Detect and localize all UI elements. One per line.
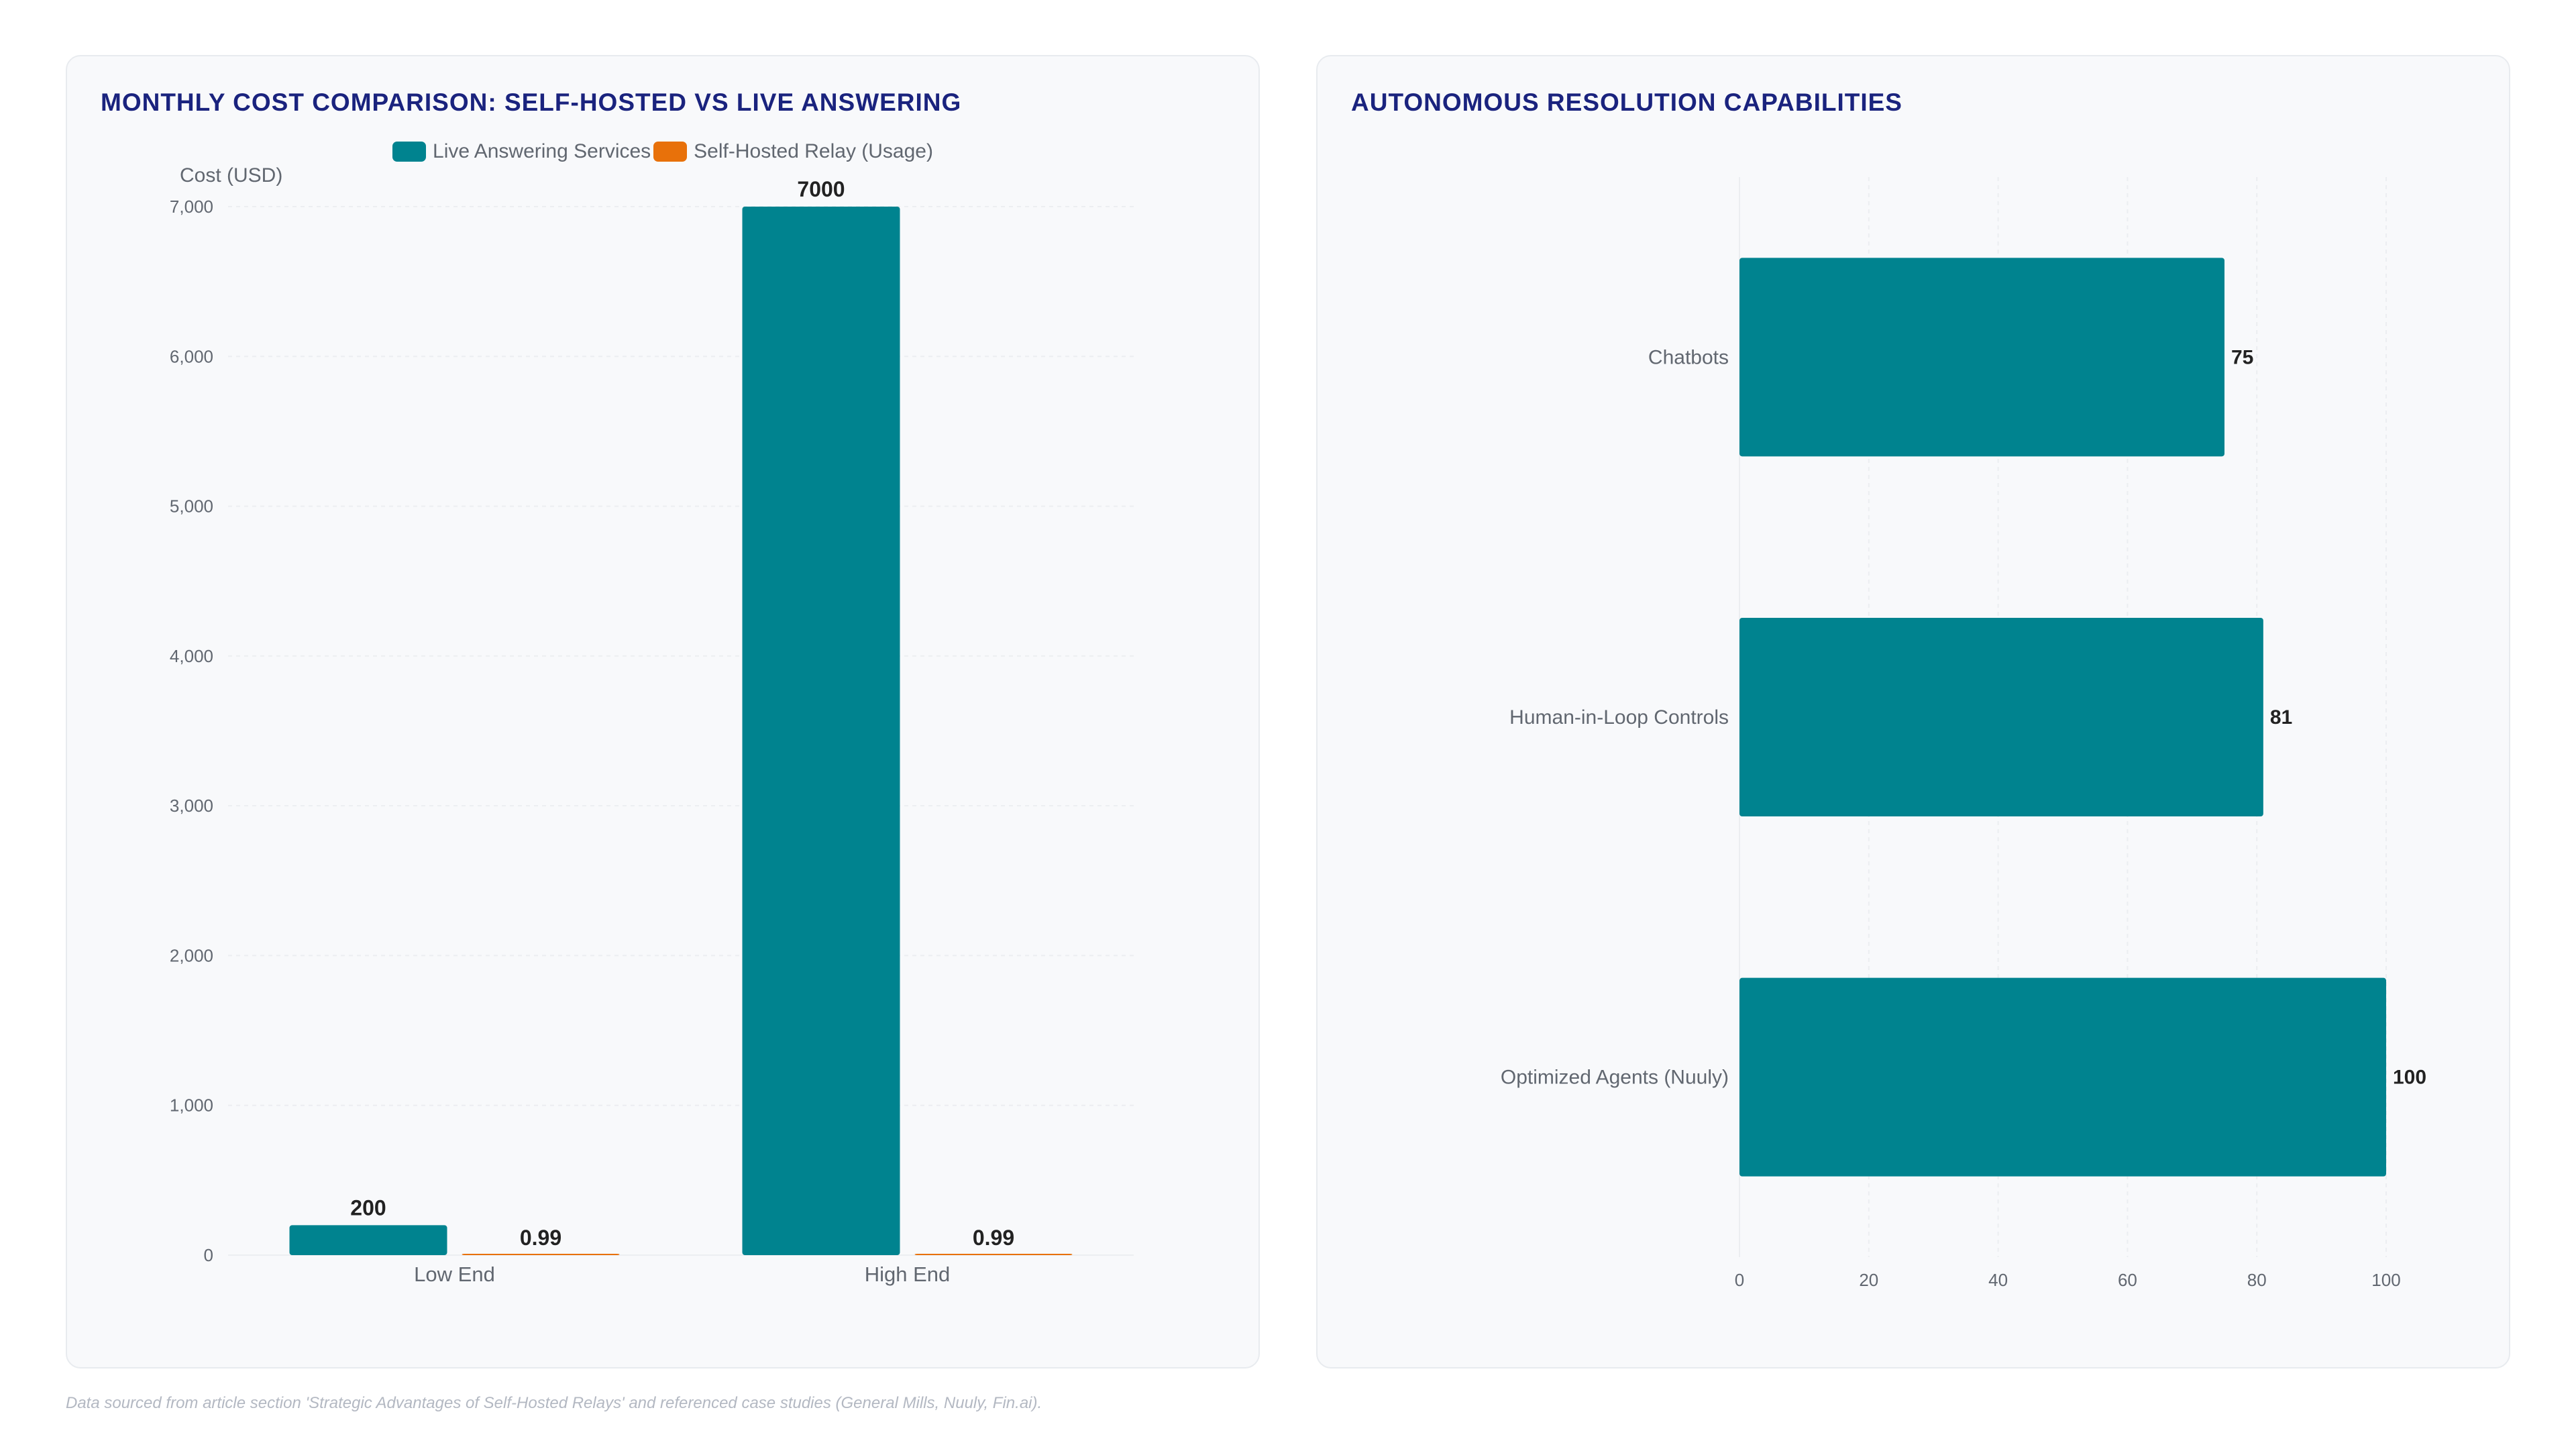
y-tick-label: 6,000 — [170, 346, 213, 366]
legend-item-self-hosted[interactable]: Self-Hosted Relay (Usage) — [653, 140, 933, 163]
bar-self-hosted — [914, 1254, 1073, 1255]
bar-live — [289, 1225, 447, 1255]
resolution-capabilities-card: AUTONOMOUS RESOLUTION CAPABILITIES 0 20 40… — [1316, 55, 2510, 1368]
cost-chart-legend: Live Answering Services Self-Hosted Rela… — [67, 140, 1258, 163]
x-tick-label: 0 — [1735, 1270, 1744, 1290]
resolution-bar-chart: 0 20 40 60 80 100 Chatbots 75 Human-in-Loop Cont… — [1501, 177, 2426, 1290]
y-axis-label: Cost (USD) — [180, 164, 282, 186]
y-tick-label: Human-in-Loop Controls — [1509, 706, 1729, 729]
y-tick-label: Chatbots — [1648, 346, 1729, 368]
bar-capability — [1739, 618, 2263, 816]
data-label: 81 — [2270, 706, 2292, 729]
data-label: 0.99 — [520, 1226, 561, 1250]
y-tick-label: 0 — [204, 1245, 213, 1265]
cost-comparison-card: MONTHLY COST COMPARISON: SELF-HOSTED VS … — [66, 55, 1260, 1368]
y-tick-label: 5,000 — [170, 496, 213, 517]
data-label: 0.99 — [973, 1226, 1014, 1250]
legend-label-live: Live Answering Services — [433, 140, 651, 162]
legend-swatch-live — [392, 142, 427, 162]
x-tick-label: 80 — [2247, 1270, 2267, 1290]
bar-capability — [1739, 258, 2224, 457]
data-label: 7000 — [797, 177, 845, 201]
cost-chart-title: MONTHLY COST COMPARISON: SELF-HOSTED VS … — [101, 89, 962, 116]
data-label: 200 — [350, 1195, 386, 1220]
x-tick-label: 20 — [1859, 1270, 1878, 1290]
legend-swatch-self-hosted — [653, 142, 688, 162]
bar-self-hosted — [462, 1254, 620, 1255]
bar-live — [742, 207, 900, 1255]
data-label: 100 — [2393, 1067, 2426, 1089]
x-tick-label: Low End — [414, 1263, 495, 1286]
y-tick-label: Optimized Agents (Nuuly) — [1501, 1067, 1729, 1089]
resolution-chart-title: AUTONOMOUS RESOLUTION CAPABILITIES — [1351, 89, 1902, 116]
legend-item-live[interactable]: Live Answering Services — [392, 140, 651, 163]
cost-bar-chart: 0 1,000 2,000 3,000 4,000 5,000 6,000 7,000 Cost… — [170, 164, 1134, 1286]
data-source-footnote: Data sourced from article section 'Strat… — [66, 1394, 1042, 1412]
y-tick-label: 3,000 — [170, 796, 213, 816]
y-tick-label: 4,000 — [170, 646, 213, 666]
data-label: 75 — [2231, 346, 2253, 368]
y-tick-label: 7,000 — [170, 197, 213, 217]
x-tick-label: 60 — [2118, 1270, 2137, 1290]
x-tick-label: High End — [865, 1263, 951, 1286]
x-tick-label: 40 — [1988, 1270, 2008, 1290]
x-tick-label: 100 — [2371, 1270, 2400, 1290]
bar-capability — [1739, 977, 2386, 1177]
y-tick-label: 1,000 — [170, 1095, 213, 1116]
legend-label-self-hosted: Self-Hosted Relay (Usage) — [694, 140, 933, 162]
y-tick-label: 2,000 — [170, 945, 213, 965]
